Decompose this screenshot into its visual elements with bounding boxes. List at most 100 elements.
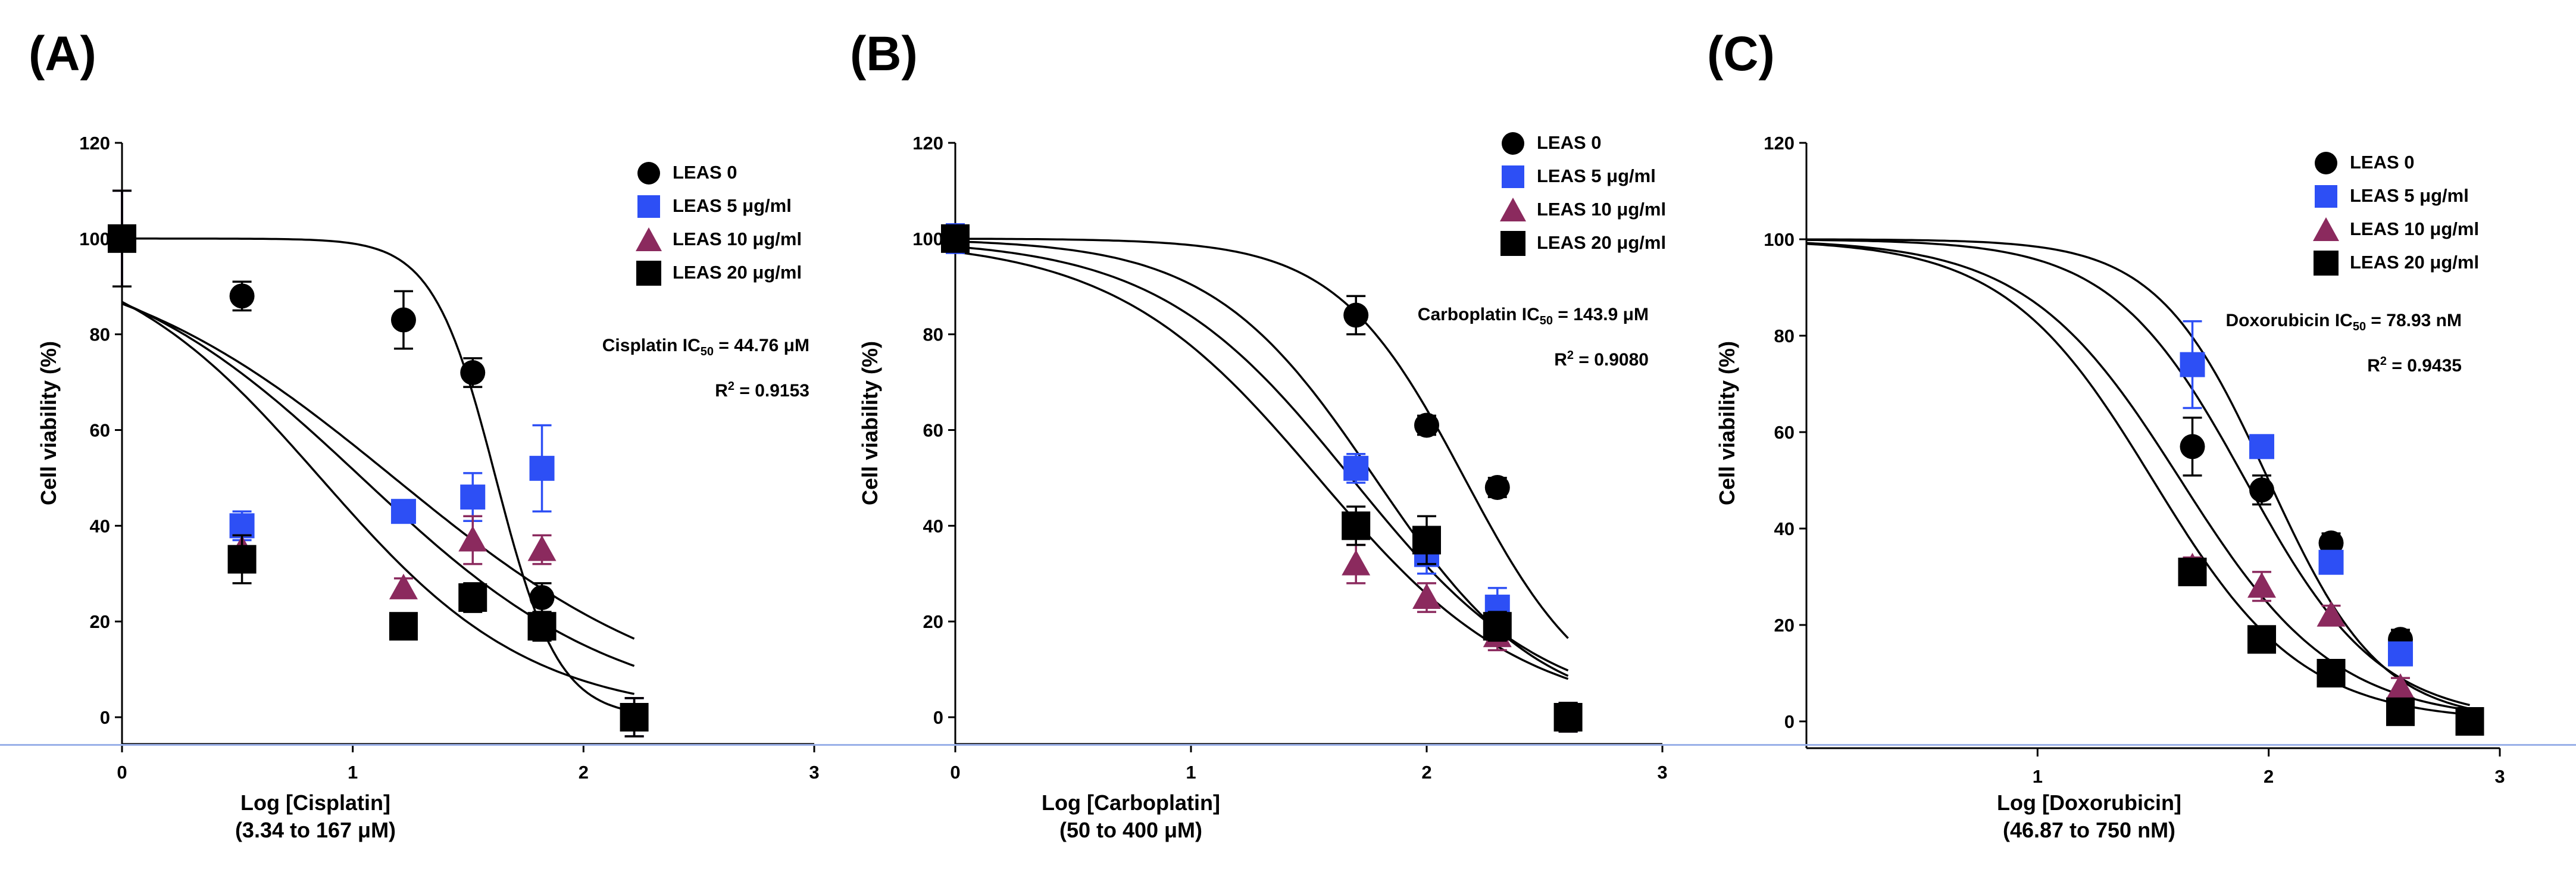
data-point [2386,697,2415,726]
legend-label: LEAS 20 μg/ml [673,262,802,283]
legend-item: LEAS 20 μg/ml [636,256,802,289]
fit-curve [121,301,635,667]
y-tick-label: 60 [90,420,110,441]
x-tick-label: 2 [579,762,589,783]
x-axis-label: Log [Carboplatin] (50 to 400 μM) [923,789,1339,844]
baseline-rule [0,744,2576,746]
legend-label: LEAS 10 μg/ml [1537,199,1667,220]
r2-value: = 0.9153 [739,381,809,401]
x-axis-range: (50 to 400 μM) [1059,818,1203,842]
data-point [389,612,418,641]
legend-item: LEAS 5 μg/ml [1500,160,1666,193]
y-tick: 80 [923,324,955,345]
legend-marker-icon [1500,231,1525,256]
data-point [1553,703,1583,732]
legend: LEAS 0 LEAS 5 μg/ml LEAS 10 μg/ml LEAS 20 μ… [636,156,802,289]
legend-item: LEAS 5 μg/ml [2313,179,2479,212]
ic50-value: = 143.9 μM [1558,305,1649,324]
panel-label: (C) [1707,27,1775,81]
data-point [2316,601,2346,627]
fit-curve [955,251,1569,680]
data-point [460,484,486,510]
data-point [2249,434,2275,459]
legend-item: LEAS 10 μg/ml [636,223,802,256]
legend: LEAS 0 LEAS 5 μg/ml LEAS 10 μg/ml LEAS 20 μ… [1500,126,1666,260]
y-tick: 40 [1774,518,1806,539]
x-tick: 1 [1186,744,1196,783]
y-tick: 100 [1764,229,1806,250]
data-point [527,612,557,641]
ic50-annotation: Carboplatin IC50 = 143.9 μM R2 = 0.9080 [1418,298,1649,377]
data-point [229,283,255,309]
x-axis-range: (3.34 to 167 μM) [235,818,396,842]
ic50-annotation: Cisplatin IC50 = 44.76 μM R2 = 0.9153 [602,329,809,408]
y-tick: 60 [90,420,122,441]
data-point [390,499,416,524]
panel-label: (B) [850,27,918,81]
data-point [527,535,557,561]
data-point [2386,673,2415,699]
y-tick: 40 [923,515,955,536]
fit-curve [1806,242,2470,716]
y-tick: 20 [1774,615,1806,636]
data-point [2455,707,2484,736]
data-point [2388,641,2414,667]
data-point [1412,583,1441,609]
fit-curve [121,301,634,695]
r2-value: = 0.9080 [1578,350,1649,370]
legend-marker-icon [636,227,662,251]
legend-item: LEAS 10 μg/ml [1500,193,1666,226]
chart-plot-area: 0 20 40 60 80 100 120 0 1 2 3 [79,133,819,783]
x-axis-title: Log [Doxorubicin] [1997,790,2181,815]
data-point [108,224,136,253]
y-tick-label: 100 [1764,229,1795,250]
y-tick: 80 [1774,326,1806,346]
legend-label: LEAS 0 [2350,152,2415,173]
series-3 [2178,557,2484,736]
data-point [1484,475,1510,500]
y-tick: 0 [933,707,955,728]
chart-plot-area: 0 20 40 60 80 100 120 1 2 3 [1764,133,2505,787]
y-tick: 20 [923,611,955,632]
data-point [458,583,487,612]
fit-curve [955,237,1569,639]
data-point [389,573,418,599]
data-point [2249,477,2275,503]
legend-marker-icon [636,261,661,286]
x-tick-label: 2 [2264,766,2274,787]
legend-item: LEAS 20 μg/ml [2313,246,2479,279]
x-tick: 1 [2033,748,2043,787]
data-point [227,545,257,574]
y-tick: 120 [1764,133,1806,154]
data-point [620,703,649,732]
fit-curve [1806,242,2470,711]
x-tick-label: 0 [117,762,127,783]
fit-curve [955,245,1569,672]
panel-a: (A) Cell viability (%) 0 20 40 60 80 100 120 0 1… [0,0,845,869]
legend-marker-icon [2313,217,2339,241]
legend-marker-icon [2314,251,2339,276]
x-tick: 3 [2494,748,2505,787]
data-point [2178,557,2207,586]
y-tick: 0 [100,707,122,728]
series-3 [108,189,649,737]
ic50-drug: Cisplatin [602,336,678,355]
y-tick-label: 80 [1774,326,1795,346]
y-tick: 20 [90,611,122,632]
ic50-value: = 44.76 μM [718,336,809,355]
y-tick: 120 [912,133,955,154]
x-tick: 2 [1421,744,1432,783]
y-tick: 80 [90,324,122,345]
fit-curve [1806,239,2470,707]
x-tick-label: 3 [1657,762,1667,783]
x-tick-label: 1 [1186,762,1196,783]
y-tick: 0 [1784,711,1806,732]
x-tick: 2 [2264,748,2274,787]
ic50-line: Doxorubicin IC50 = 78.93 nM [2225,311,2462,333]
x-axis-title: Log [Cisplatin] [240,790,390,815]
y-tick: 100 [79,229,122,249]
series-3 [941,224,1583,733]
ic50-value: = 78.93 nM [2371,311,2462,330]
data-point [2316,659,2346,687]
data-point [1414,412,1439,438]
